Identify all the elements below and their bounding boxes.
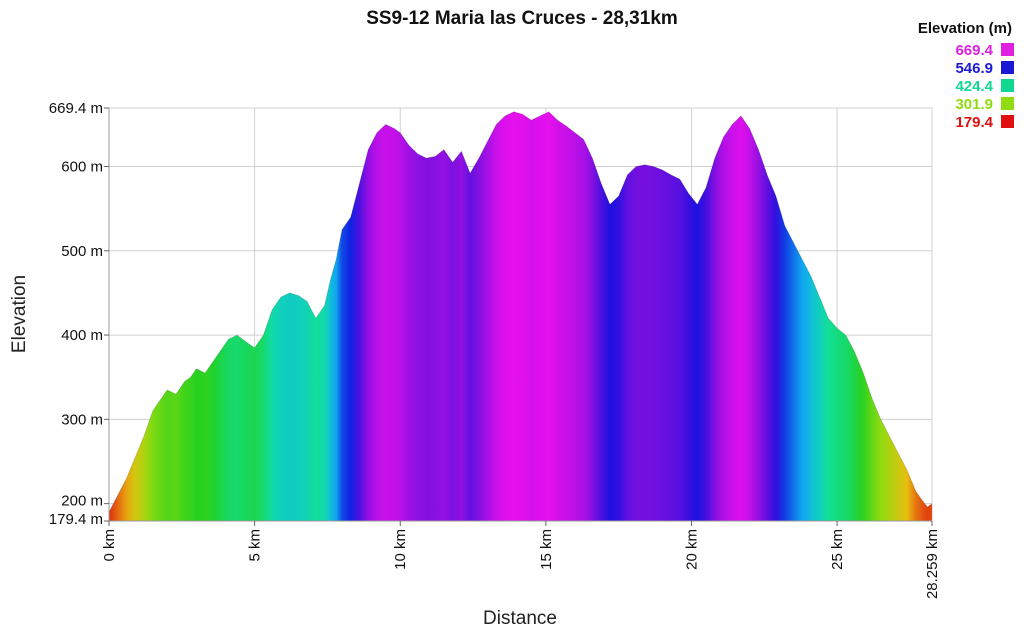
x-tick-label: 5 km [247, 529, 264, 562]
legend-swatch [1001, 61, 1014, 74]
legend-title: Elevation (m) [918, 20, 1012, 37]
elevation-area [109, 111, 932, 521]
legend-swatch [1001, 43, 1014, 56]
x-tick-label: 25 km [829, 529, 846, 570]
legend-swatch [1001, 97, 1014, 110]
x-tick-label: 15 km [538, 529, 555, 570]
legend-value: 179.4 [955, 114, 993, 131]
x-tick-labels: 0 km 5 km 10 km 15 km 20 km 25 km 28.259 km [101, 529, 941, 599]
y-axis-title: Elevation [9, 275, 30, 353]
x-axis-title: Distance [483, 608, 557, 629]
elevation-outline [108, 111, 933, 513]
y-tick-label: 300 m [61, 411, 103, 428]
x-tick-label: 28.259 km [924, 529, 941, 599]
y-tick-label: 600 m [61, 159, 103, 176]
chart-title: SS9-12 Maria las Cruces - 28,31km [366, 8, 678, 29]
legend-value: 669.4 [955, 42, 993, 59]
x-tick-label: 20 km [684, 529, 701, 570]
y-tick-label: 500 m [61, 243, 103, 260]
x-tick-label: 0 km [101, 529, 118, 562]
y-tick-label: 669.4 m [49, 100, 103, 117]
axes [104, 107, 933, 526]
legend-swatch [1001, 115, 1014, 128]
x-tick-label: 10 km [392, 529, 409, 570]
y-tick-label: 200 m [61, 493, 103, 510]
legend-value: 546.9 [955, 60, 993, 77]
y-tick-label: 179.4 m [49, 511, 103, 528]
y-tick-label: 400 m [61, 327, 103, 344]
legend-swatch [1001, 79, 1014, 92]
legend-value: 301.9 [955, 96, 993, 113]
legend-value: 424.4 [955, 78, 993, 95]
